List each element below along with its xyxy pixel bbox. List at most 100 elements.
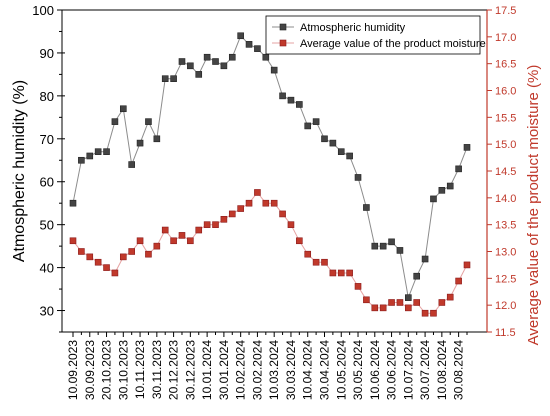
data-point [212, 221, 219, 228]
left-tick-label: 50 [40, 218, 54, 233]
data-point [329, 139, 337, 147]
data-point [245, 41, 253, 48]
right-tick-label: 11.5 [495, 327, 516, 339]
data-point [379, 242, 387, 250]
data-point [304, 122, 312, 130]
data-point [346, 152, 353, 160]
left-tick-label: 70 [40, 132, 54, 147]
x-tick-label: 30.03.2024 [284, 340, 298, 400]
data-point [78, 156, 85, 164]
x-tick-label: 30.02.2024 [250, 340, 264, 400]
data-point [220, 216, 228, 223]
data-point [405, 304, 412, 312]
data-point [262, 199, 270, 207]
x-tick-label: 30.06.2024 [385, 340, 399, 400]
data-point [371, 304, 379, 312]
data-point [178, 232, 186, 239]
data-point [321, 258, 328, 266]
data-point [446, 293, 454, 301]
right-tick-label: 15.0 [495, 139, 516, 151]
legend-marker-1 [279, 39, 287, 47]
right-tick-label: 13.5 [495, 220, 516, 232]
left-tick-label: 100 [32, 3, 54, 18]
data-point [119, 253, 127, 261]
plot-frame [61, 9, 488, 333]
x-tick-label: 10.04.2024 [301, 340, 315, 400]
data-point [262, 53, 270, 61]
data-point [195, 71, 203, 78]
data-point [254, 45, 261, 52]
data-point [388, 238, 395, 246]
data-point [128, 161, 135, 168]
x-tick-label: 10.02.2024 [234, 340, 248, 400]
x-tick-label: 30.01.2024 [217, 340, 231, 400]
data-point [128, 248, 135, 255]
right-tick-label: 15.5 [495, 112, 516, 124]
right-tick-label: 12.5 [495, 273, 516, 285]
data-point [388, 299, 395, 306]
data-point [329, 269, 337, 277]
data-point [438, 187, 446, 194]
data-point [245, 199, 253, 207]
data-point [228, 53, 236, 61]
data-point [396, 247, 404, 254]
data-point [279, 210, 286, 218]
x-tick-label: 30.09.2023 [83, 340, 97, 400]
data-point [354, 283, 362, 290]
data-point [446, 182, 454, 190]
right-tick-label: 12.0 [495, 300, 516, 312]
x-tick-label: 30.07.2024 [418, 340, 432, 400]
x-tick-label: 10.09.2023 [66, 340, 80, 400]
x-tick-label: 10.11.2023 [133, 340, 147, 399]
data-point [237, 205, 244, 212]
data-point [145, 250, 152, 258]
right-tick-label: 14.0 [495, 193, 516, 205]
data-point [86, 253, 94, 261]
data-point [421, 255, 429, 263]
data-point [287, 221, 295, 228]
x-tick-label: 20.10.2023 [100, 340, 114, 400]
left-tick-label: 30 [40, 304, 54, 319]
data-point [203, 53, 211, 61]
data-point [78, 248, 85, 255]
data-point [379, 304, 387, 312]
data-point [103, 148, 110, 155]
legend-label-1: Average value of the product moisture [300, 38, 486, 50]
data-point [195, 226, 203, 234]
data-point [254, 189, 261, 196]
data-point [337, 148, 345, 155]
data-point [111, 118, 119, 125]
data-point [405, 294, 412, 301]
data-point [119, 105, 127, 113]
data-point [103, 264, 110, 271]
data-point [363, 296, 370, 304]
data-point [413, 272, 421, 280]
data-point [203, 221, 211, 228]
data-point [438, 299, 446, 306]
left-tick-label: 60 [40, 175, 54, 190]
data-point [86, 152, 94, 160]
data-point [296, 237, 303, 245]
x-tick-label: 10.06.2024 [368, 340, 382, 400]
data-point [287, 96, 295, 104]
x-tick-label: 30.10.2023 [116, 340, 130, 400]
legend-box [265, 15, 481, 55]
x-tick-label: 10.07.2024 [401, 340, 415, 400]
data-point [212, 58, 219, 65]
left-tick-label: 40 [40, 261, 54, 276]
data-point [69, 199, 77, 207]
data-point [363, 204, 370, 211]
data-point [161, 226, 169, 234]
x-tick-label: 10.01.2024 [200, 340, 214, 400]
data-point [170, 237, 177, 245]
data-point [337, 269, 345, 277]
data-point [187, 62, 194, 70]
right-tick-label: 13.0 [495, 247, 516, 259]
data-point [145, 118, 152, 125]
data-point [455, 277, 462, 285]
x-tick-label: 10.05.2024 [334, 340, 348, 400]
data-point [312, 118, 320, 125]
x-tick-label: 30.11.2023 [150, 340, 164, 399]
